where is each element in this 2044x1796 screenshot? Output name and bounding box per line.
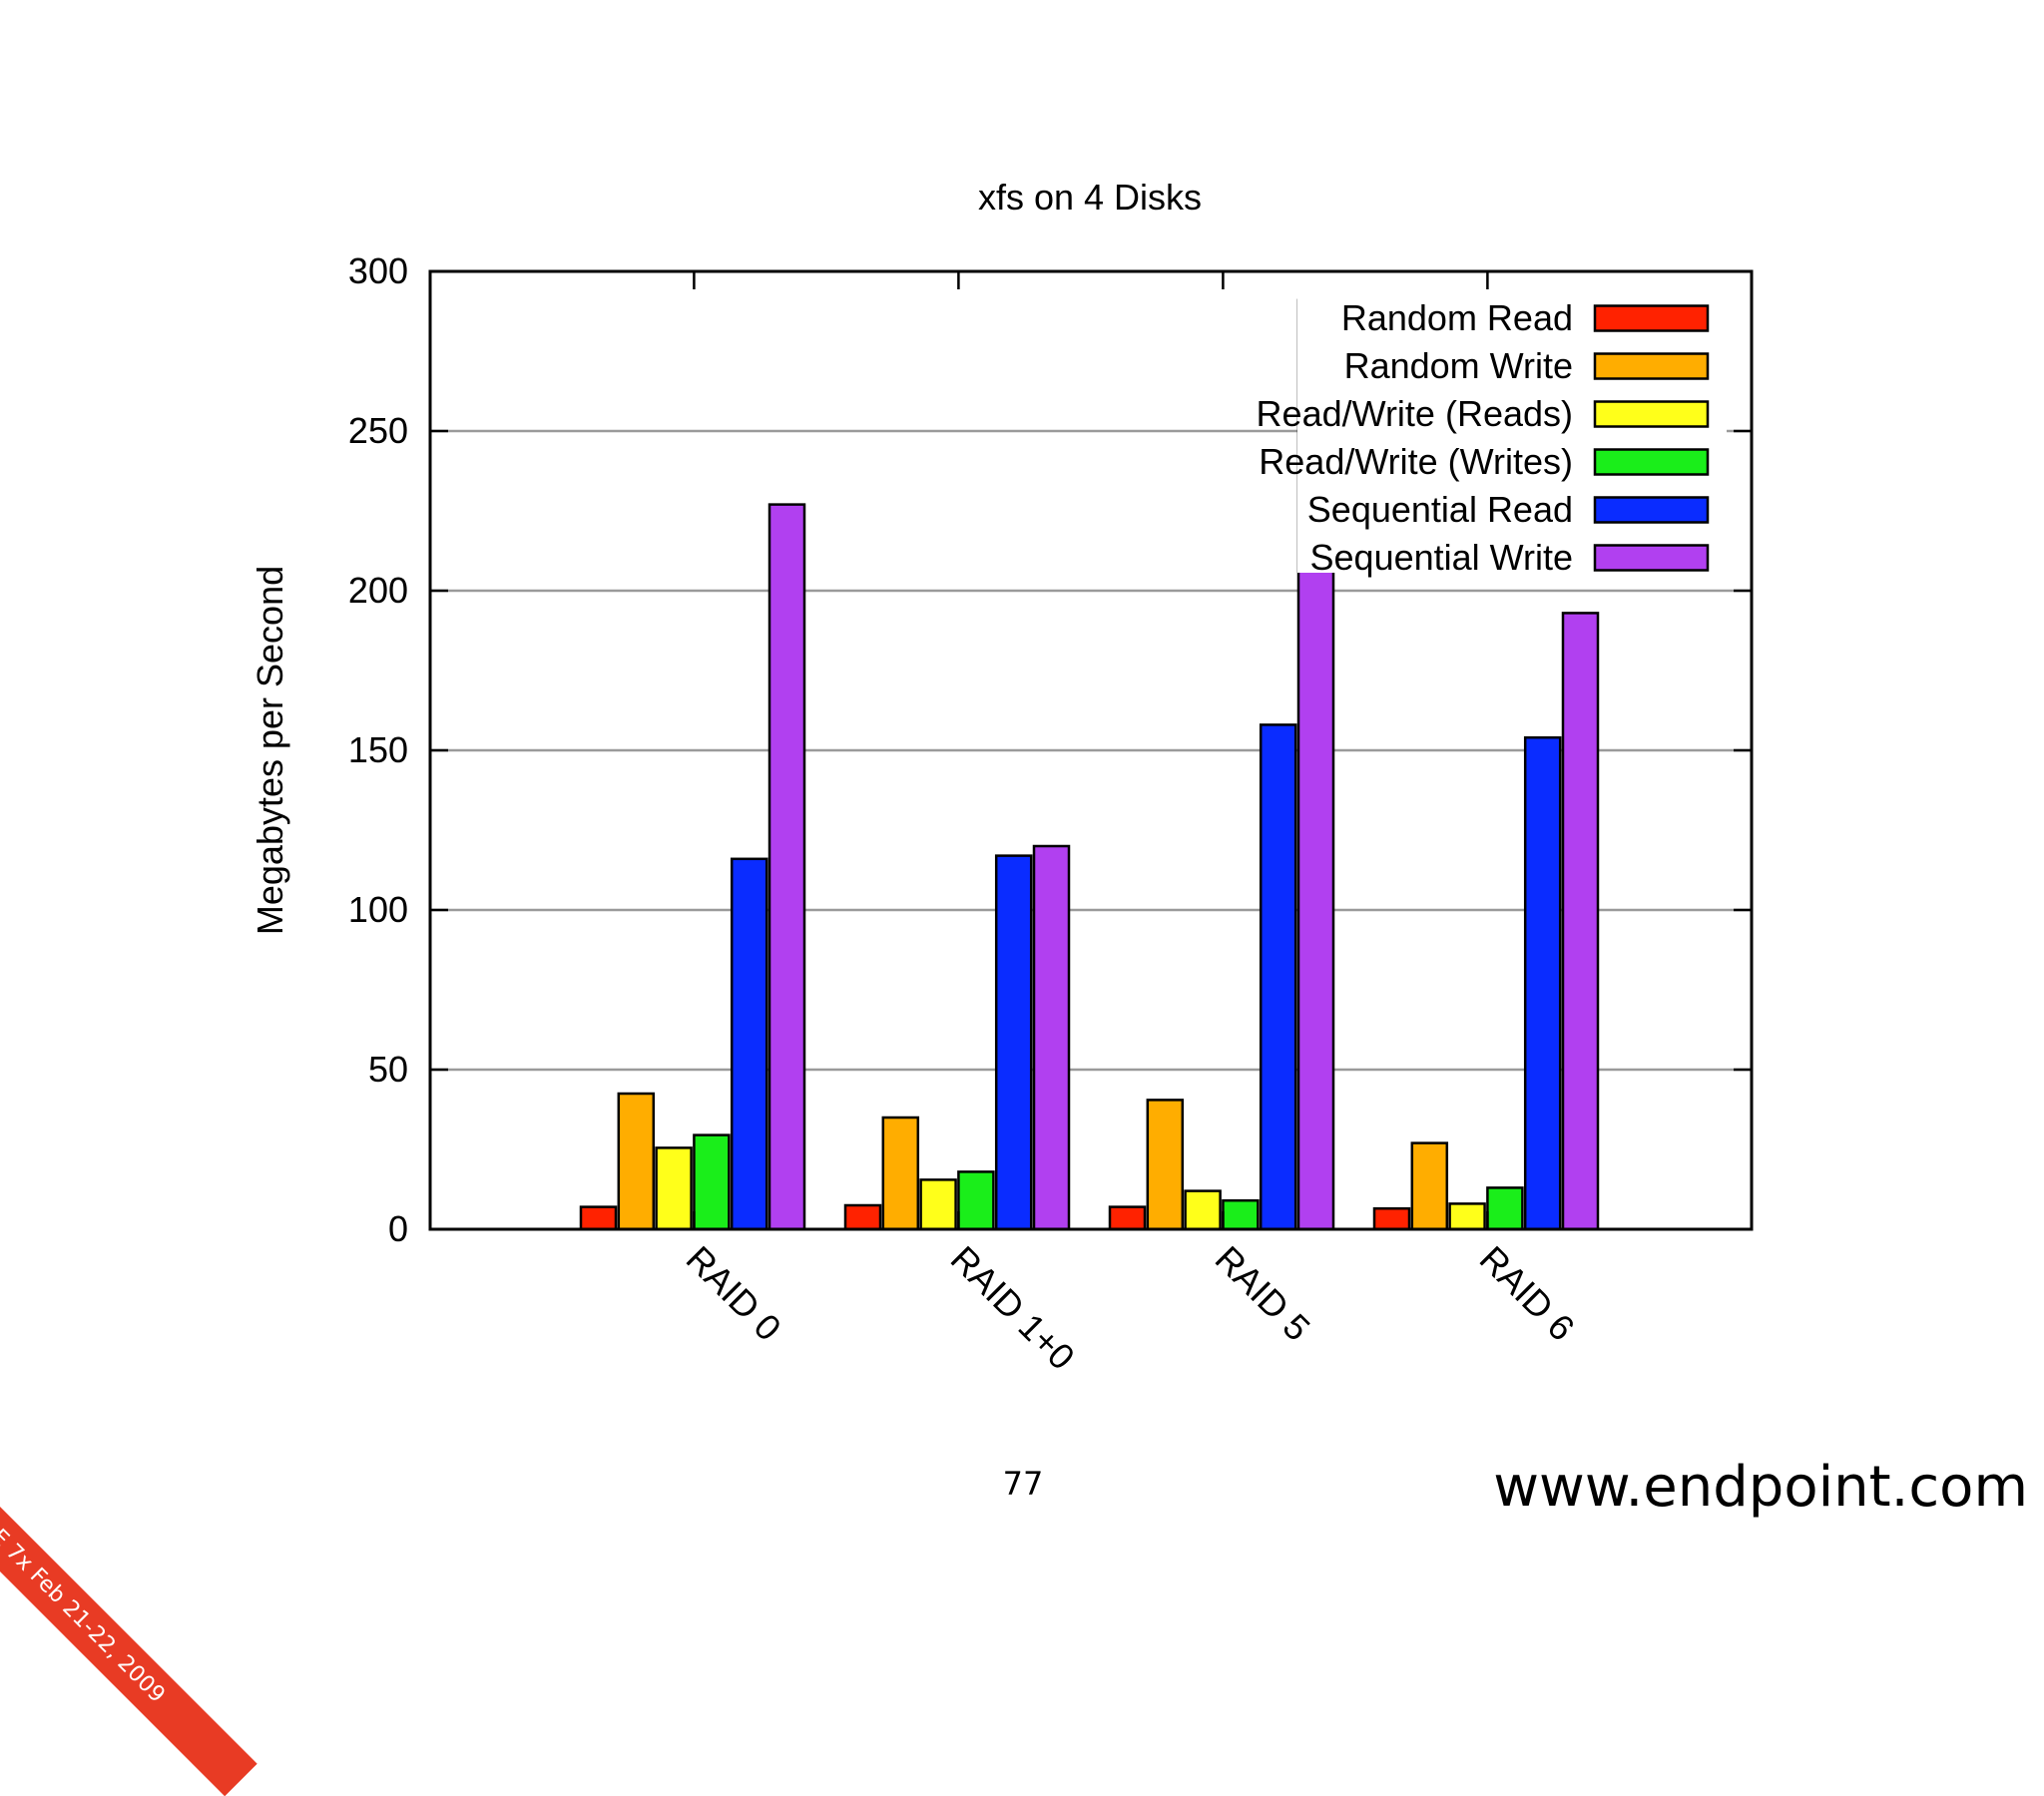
x-tick-label: RAID 0 (679, 1238, 789, 1349)
bar (1146, 1099, 1185, 1231)
bar (919, 1178, 957, 1231)
x-tick-label: RAID 1+0 (943, 1238, 1083, 1378)
bar (1486, 1186, 1524, 1231)
bar (579, 1205, 618, 1231)
bar (617, 1092, 656, 1231)
legend: Random Read Random Write Read/Write (Reads… (1257, 265, 1727, 578)
bar (957, 1170, 995, 1231)
x-tick-label: RAID 6 (1472, 1238, 1583, 1349)
bars (579, 298, 1600, 1231)
legend-label: Random Write (1344, 345, 1573, 386)
bar (1410, 1141, 1449, 1231)
legend-label: Sequential Read (1307, 489, 1573, 530)
legend-swatch (1593, 304, 1710, 332)
bar (1222, 1198, 1260, 1231)
bar (1108, 1205, 1147, 1231)
bar (693, 1133, 731, 1231)
y-tick-label: 100 (348, 889, 408, 930)
bar (881, 1116, 920, 1231)
chart-title: xfs on 4 Disks (978, 177, 1202, 218)
bar-chart: xfs on 4 Disks Megabytes per Second Rand… (250, 177, 1754, 1378)
bar (1184, 1189, 1222, 1231)
y-tick-label: 150 (348, 729, 408, 770)
plot-frame (428, 269, 1754, 1231)
y-tick-label: 50 (368, 1049, 408, 1090)
legend-swatch (1593, 496, 1710, 524)
bar (1523, 735, 1562, 1231)
legend-swatch (1593, 544, 1710, 572)
legend-swatch (1593, 448, 1710, 476)
page-number: 77 (1002, 1465, 1044, 1503)
legend-label: Random Read (1341, 297, 1573, 338)
bar (730, 857, 768, 1231)
y-axis-label: Megabytes per Second (250, 566, 290, 935)
legend-label: Sequential Write (1310, 537, 1573, 578)
bar (655, 1146, 693, 1231)
bar (1561, 612, 1600, 1231)
bar (843, 1203, 882, 1231)
bar (994, 854, 1033, 1231)
bar (1032, 844, 1071, 1231)
bar (767, 503, 806, 1231)
site-url: www.endpoint.com (1493, 1455, 2028, 1520)
y-tick-label: 300 (348, 250, 408, 291)
bar (1259, 723, 1297, 1231)
legend-label: Read/Write (Reads) (1257, 393, 1573, 434)
x-tick-label: RAID 5 (1208, 1238, 1318, 1349)
legend-swatch (1593, 352, 1710, 380)
y-tick-label: 0 (388, 1208, 408, 1249)
legend-label: Read/Write (Writes) (1259, 441, 1573, 482)
y-tick-label: 200 (348, 570, 408, 611)
legend-swatch (1593, 400, 1710, 428)
bar (1372, 1206, 1411, 1231)
y-tick-label: 250 (348, 410, 408, 451)
bar (1448, 1202, 1486, 1231)
